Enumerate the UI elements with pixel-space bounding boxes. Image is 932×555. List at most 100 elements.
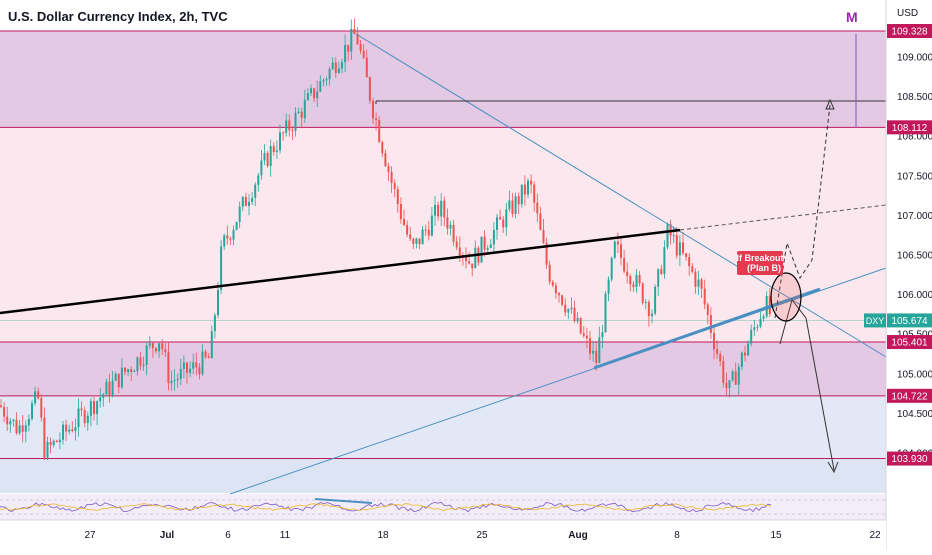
zone-0[interactable] xyxy=(0,31,886,128)
candle-169 xyxy=(523,175,526,206)
zone-1[interactable] xyxy=(0,127,886,343)
candle-198 xyxy=(613,240,616,260)
candle-141 xyxy=(437,201,440,221)
candle-15 xyxy=(46,436,49,461)
support-trendline[interactable] xyxy=(593,287,821,370)
candle-241 xyxy=(747,340,750,356)
candle-176 xyxy=(545,237,548,269)
candle-102 xyxy=(316,80,319,108)
candle-125 xyxy=(387,162,390,181)
candle-81 xyxy=(251,191,254,205)
candle-44 xyxy=(136,356,139,376)
candle-19 xyxy=(58,432,61,450)
price-tag-105.401: 105.401 xyxy=(887,335,932,350)
candle-220 xyxy=(682,232,684,256)
candle-12 xyxy=(37,387,40,400)
candle-119 xyxy=(368,75,371,105)
candle-121 xyxy=(375,112,378,131)
candle-82 xyxy=(254,182,257,207)
neckline[interactable] xyxy=(0,228,681,315)
svg-text:108.112: 108.112 xyxy=(892,123,928,134)
candle-194 xyxy=(601,325,604,349)
candle-93 xyxy=(288,114,291,137)
candle-67 xyxy=(207,353,210,359)
zone-3[interactable] xyxy=(0,395,886,459)
price-label-107.500: 107.500 xyxy=(897,171,932,182)
candle-23 xyxy=(71,421,74,433)
candle-56 xyxy=(173,369,176,391)
candle-41 xyxy=(127,368,130,377)
zone-2[interactable] xyxy=(0,342,886,396)
candle-226 xyxy=(700,277,703,299)
drawings-layer[interactable]: If Breakout(Plan B) xyxy=(0,33,887,495)
candle-214 xyxy=(663,240,666,279)
candle-69 xyxy=(213,313,216,339)
candle-203 xyxy=(629,273,632,292)
candle-218 xyxy=(675,227,678,259)
candle-9 xyxy=(27,414,30,432)
candle-87 xyxy=(269,139,272,177)
candle-225 xyxy=(697,270,700,295)
price-tag-108.112: 108.112 xyxy=(887,120,932,135)
candle-191 xyxy=(592,340,595,362)
candle-160 xyxy=(496,213,498,240)
candle-20 xyxy=(62,420,64,445)
candle-224 xyxy=(694,268,697,294)
candle-7 xyxy=(21,414,24,443)
candle-140 xyxy=(434,196,436,226)
candle-188 xyxy=(582,326,585,338)
price-tags: 109.328 108.112 105.401 104.722 103.930 105.6… xyxy=(864,24,932,466)
candle-178 xyxy=(551,280,554,288)
candle-42 xyxy=(130,366,133,381)
candle-13 xyxy=(40,394,43,422)
candle-54 xyxy=(167,342,170,391)
candle-33 xyxy=(102,392,105,407)
candle-16 xyxy=(49,437,52,454)
candle-237 xyxy=(734,362,737,386)
breakout-circle[interactable] xyxy=(770,272,802,322)
price-tag-104.722: 104.722 xyxy=(887,388,932,403)
candle-182 xyxy=(564,298,567,317)
candle-83 xyxy=(257,172,260,192)
candle-117 xyxy=(362,44,365,60)
candle-147 xyxy=(455,235,458,251)
candle-55 xyxy=(170,370,173,391)
candle-101 xyxy=(313,87,316,103)
candle-239 xyxy=(740,351,743,371)
time-label-27: 27 xyxy=(84,530,96,541)
candle-185 xyxy=(573,300,576,323)
candle-245 xyxy=(759,311,762,329)
candle-25 xyxy=(77,398,80,437)
candle-221 xyxy=(685,253,688,261)
candle-227 xyxy=(703,279,706,310)
candle-137 xyxy=(424,224,427,236)
svg-text:104.722: 104.722 xyxy=(891,391,928,402)
price-axis-panel[interactable] xyxy=(886,0,932,550)
candle-200 xyxy=(620,238,622,266)
time-label-25: 25 xyxy=(476,530,488,541)
candle-145 xyxy=(449,221,452,236)
oscillator-signal xyxy=(0,503,772,511)
candle-98 xyxy=(303,89,306,123)
candle-95 xyxy=(294,107,297,137)
candle-217 xyxy=(672,226,675,244)
chart-title: U.S. Dollar Currency Index, 2h, TVC xyxy=(8,9,228,24)
callout[interactable]: If Breakout(Plan B) xyxy=(736,251,784,275)
candle-18 xyxy=(55,439,58,443)
candle-156 xyxy=(483,230,486,257)
candle-114 xyxy=(353,18,356,35)
candle-74 xyxy=(229,236,232,246)
candle-2 xyxy=(6,406,9,431)
candle-78 xyxy=(241,195,244,212)
candle-32 xyxy=(99,388,102,408)
callout-line2: (Plan B) xyxy=(747,263,781,273)
candle-50 xyxy=(155,347,157,354)
descending-trendline[interactable] xyxy=(355,33,887,358)
candle-130 xyxy=(403,209,405,227)
time-axis-panel[interactable] xyxy=(0,520,886,550)
candle-79 xyxy=(244,192,247,207)
candle-40 xyxy=(124,367,126,376)
candle-30 xyxy=(93,397,95,421)
